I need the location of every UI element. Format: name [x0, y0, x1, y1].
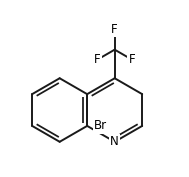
- Text: F: F: [94, 53, 101, 66]
- Text: F: F: [129, 53, 135, 66]
- Text: Br: Br: [94, 119, 108, 132]
- Text: F: F: [111, 24, 118, 36]
- Text: N: N: [110, 135, 119, 148]
